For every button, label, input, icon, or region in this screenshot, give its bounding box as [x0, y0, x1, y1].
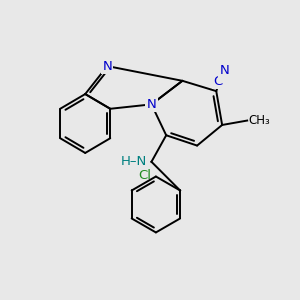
Text: N: N [102, 60, 112, 73]
Text: CH₃: CH₃ [249, 114, 270, 127]
Text: N: N [147, 98, 156, 111]
Text: Cl: Cl [139, 169, 152, 182]
Text: C: C [214, 75, 223, 88]
Text: N: N [220, 64, 229, 77]
Text: H–N: H–N [121, 155, 147, 168]
